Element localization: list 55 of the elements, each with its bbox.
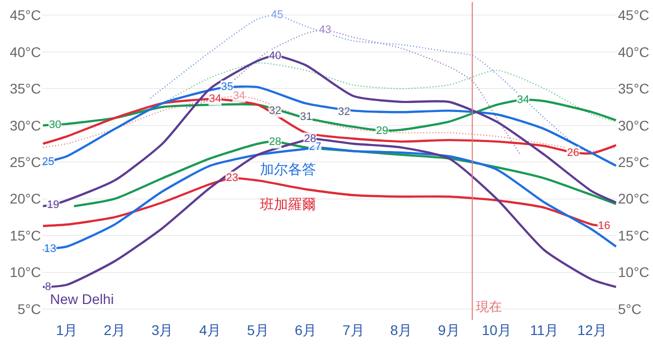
- data-label: 23: [226, 172, 238, 184]
- x-tick-label: 2月: [104, 322, 126, 338]
- data-label: 28: [304, 133, 316, 145]
- y2-tick-label: 30°C: [618, 117, 650, 134]
- y-tick-label: 10°C: [10, 264, 41, 280]
- x-tick-label: 7月: [342, 322, 364, 338]
- x-tick-label: 9月: [438, 322, 460, 338]
- data-label: 28: [269, 136, 282, 148]
- y2-tick-label: 40°C: [618, 44, 650, 60]
- data-label: 34: [233, 90, 246, 102]
- data-label: 19: [47, 199, 60, 211]
- data-label: 26: [567, 147, 580, 159]
- data-label: 45: [271, 9, 284, 21]
- y-tick-label: 5°C: [18, 300, 41, 317]
- ref-line-label: 現在: [476, 299, 502, 314]
- y2-tick-label: 35°C: [618, 80, 650, 97]
- y2-tick-label: 10°C: [618, 264, 650, 280]
- data-label: 40: [269, 50, 282, 62]
- y2-tick-label: 15°C: [618, 227, 650, 244]
- y-tick-label: 30°C: [10, 117, 41, 134]
- x-tick-label: 1月: [56, 322, 78, 338]
- x-tick-label: 12月: [577, 322, 607, 338]
- y-tick-label: 35°C: [10, 80, 41, 97]
- data-label: 27: [309, 141, 322, 153]
- series-label: 班加羅爾: [260, 196, 316, 212]
- y-tick-label: 45°C: [10, 7, 41, 24]
- data-label: 25: [42, 156, 54, 168]
- y2-tick-label: 20°C: [618, 190, 650, 207]
- x-tick-label: 6月: [294, 322, 317, 338]
- data-label: 43: [319, 24, 332, 36]
- y2-tick-label: 5°C: [618, 300, 642, 317]
- data-label: 16: [598, 220, 610, 232]
- data-label: 29: [376, 125, 388, 137]
- annotation: 32: [269, 105, 282, 117]
- y2-tick-label: 25°C: [618, 154, 650, 170]
- data-label: 13: [44, 243, 56, 255]
- x-tick-label: 5月: [246, 322, 269, 338]
- x-tick-label: 4月: [199, 322, 222, 338]
- data-label: 30: [49, 119, 62, 131]
- y-tick-label: 15°C: [10, 227, 41, 244]
- annotation: 31: [300, 111, 312, 123]
- data-label: 35: [221, 81, 234, 93]
- x-tick-label: 3月: [151, 322, 174, 338]
- x-tick-label: 10月: [482, 322, 512, 338]
- y-tick-label: 25°C: [10, 154, 41, 170]
- x-tick-label: 11月: [530, 322, 559, 338]
- series-label: New Delhi: [50, 291, 114, 307]
- y-tick-label: 20°C: [10, 190, 41, 207]
- y-tick-label: 40°C: [10, 44, 41, 60]
- annotation: 32: [338, 106, 350, 118]
- data-label: 34: [517, 94, 530, 106]
- series-label: 加尔各答: [260, 161, 316, 177]
- y2-tick-label: 45°C: [618, 7, 650, 24]
- data-label: 34: [209, 93, 222, 105]
- x-tick-label: 8月: [390, 322, 412, 338]
